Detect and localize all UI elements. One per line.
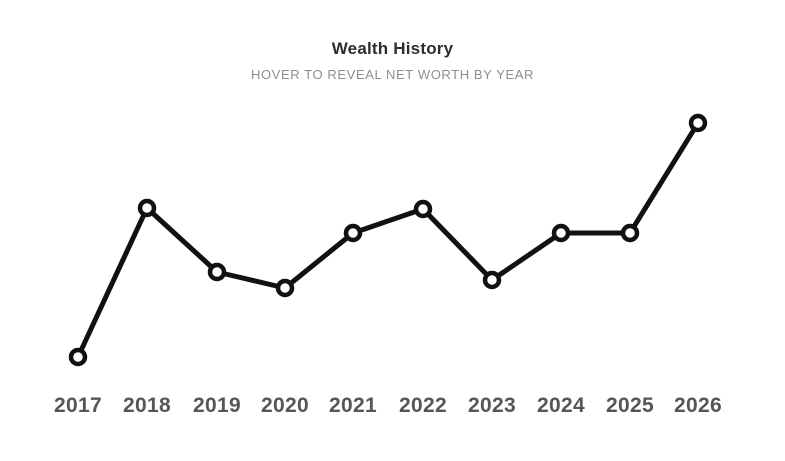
data-point-2023[interactable] [482, 270, 502, 290]
data-point-2026[interactable] [688, 113, 708, 133]
data-point-2019[interactable] [207, 262, 227, 282]
chart-header: Wealth History HOVER TO REVEAL NET WORTH… [0, 39, 785, 82]
chart-subtitle: HOVER TO REVEAL NET WORTH BY YEAR [250, 66, 534, 82]
data-point-2021[interactable] [343, 223, 363, 243]
wealth-line [75, 120, 701, 360]
data-point-2022[interactable] [413, 199, 433, 219]
chart-title: Wealth History [331, 39, 454, 58]
data-point-2020[interactable] [275, 278, 295, 298]
data-point-2017[interactable] [68, 347, 88, 367]
data-point-2025[interactable] [620, 223, 640, 243]
data-point-2024[interactable] [551, 223, 571, 243]
data-point-2018[interactable] [137, 198, 157, 218]
